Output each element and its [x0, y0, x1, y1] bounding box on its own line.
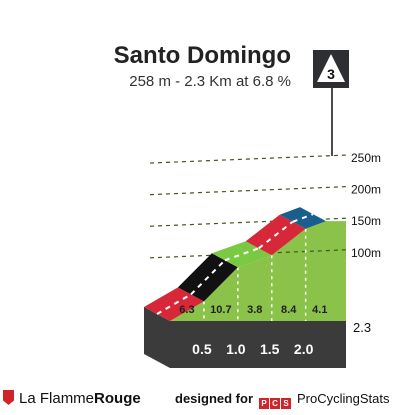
finish-distance-label: 2.3: [353, 320, 371, 335]
climb-title: Santo Domingo: [113, 42, 291, 69]
pcs-letter-s: S: [281, 398, 291, 409]
brand-suffix: Rouge: [94, 390, 141, 407]
category-marker: 3: [313, 50, 349, 156]
gradient-label: 3.8: [247, 304, 262, 316]
elevation-tick-label: 150m: [351, 214, 381, 228]
distance-tick-label: 2.0: [294, 341, 314, 357]
la-flamme-rouge-logo: La FlammeRouge: [3, 390, 141, 407]
elevation-grid-line: [149, 154, 347, 164]
elevation-profile-chart: 6.3 10.7 3.8 8.4 4.1 100m 150m 200m 250m 0.5 1.0 1.…: [144, 50, 381, 368]
category-number: 3: [327, 66, 335, 82]
distance-base-band: [170, 321, 346, 368]
pcs-letter-c: C: [270, 398, 280, 409]
chart-top-layer: [144, 207, 326, 321]
elevation-tick-label: 250m: [351, 151, 381, 165]
elevation-tick-label: 100m: [351, 246, 381, 260]
gradient-label: 8.4: [281, 304, 297, 316]
segment-centerline: [258, 220, 294, 250]
base-side-wall: [144, 307, 170, 368]
gradient-label: 4.1: [312, 304, 327, 316]
procyclingstats-label: ProCyclingStats: [297, 391, 390, 406]
chart-text-layer: 6.3 10.7 3.8 8.4 4.1 100m 150m 200m 250m 0.5 1.0 1.…: [179, 151, 381, 357]
flag-icon: [3, 390, 14, 405]
gradient-label: 10.7: [210, 304, 231, 316]
chart-base-layer: [144, 307, 346, 368]
category-triangle-icon: [317, 54, 345, 82]
designed-for-label: designed for: [175, 391, 254, 406]
distance-tick-label: 1.0: [226, 341, 246, 357]
gradient-segment: [211, 241, 272, 268]
climb-subtitle: 258 m - 2.3 Km at 6.8 %: [129, 73, 291, 90]
pcs-letter-p: P: [259, 398, 269, 409]
elevation-grid-line: [149, 186, 347, 196]
elevation-tick-label: 200m: [351, 183, 381, 197]
gradient-label: 6.3: [179, 304, 194, 316]
segment-centerline: [156, 293, 192, 315]
distance-tick-label: 1.5: [260, 341, 280, 357]
segment-centerline: [190, 259, 226, 296]
chart-fill-layer: [170, 221, 346, 321]
brand-prefix: La Flamme: [19, 390, 95, 407]
distance-tick-label: 0.5: [192, 341, 212, 357]
segment-centerline: [292, 213, 314, 223]
profile-area: [170, 221, 346, 321]
